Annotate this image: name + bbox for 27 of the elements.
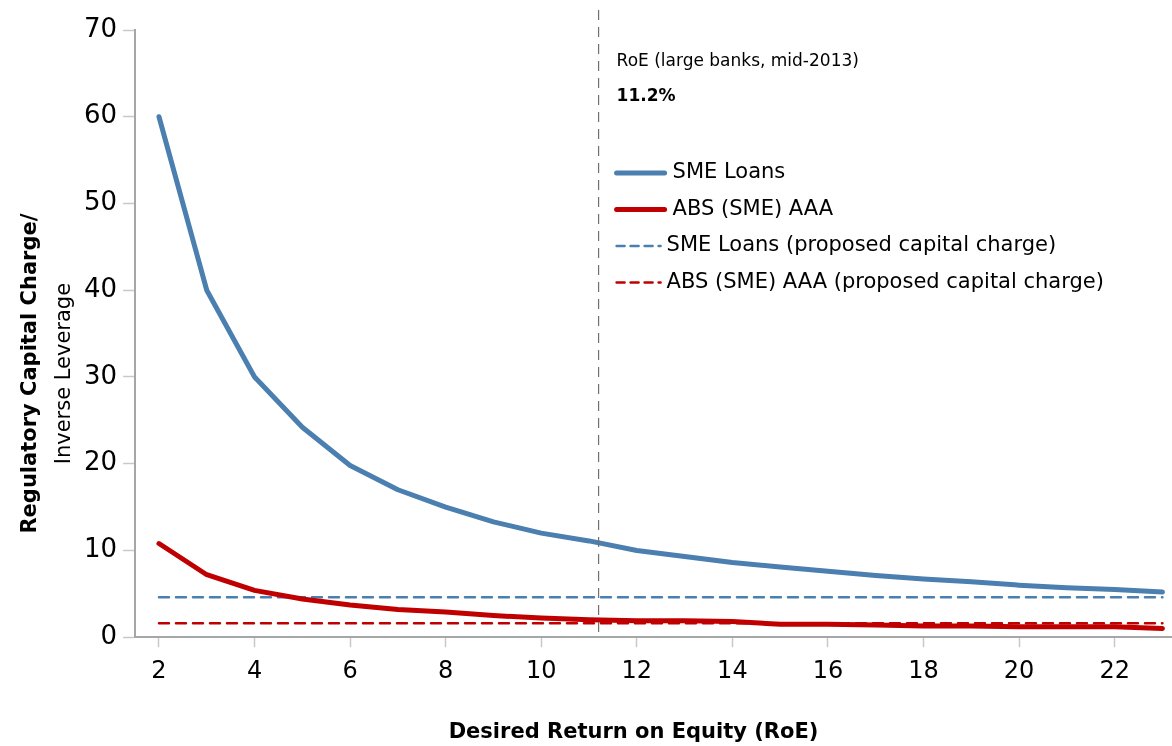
- x-tick-label: 6: [342, 655, 358, 684]
- legend-label: ABS (SME) AAA: [672, 195, 834, 220]
- y-tick-label: 10: [83, 533, 118, 564]
- legend-label: SME Loans (proposed capital charge): [666, 232, 1057, 257]
- y-tick-label: 70: [83, 12, 118, 43]
- annotation: 11.2%: [616, 85, 676, 105]
- x-tick-label: 10: [525, 655, 557, 684]
- x-tick-label: 18: [908, 655, 939, 684]
- x-tick-label: 2: [151, 655, 167, 684]
- x-tick-label: 4: [246, 655, 263, 684]
- y-tick-label: 60: [83, 99, 118, 130]
- x-tick-label: 22: [1099, 655, 1130, 684]
- y-tick-label: 30: [83, 359, 118, 390]
- x-tick-label: 12: [621, 655, 653, 684]
- y-tick-label: 0: [100, 619, 118, 650]
- x-tick-label: 14: [717, 655, 748, 684]
- y-tick-label: 20: [83, 446, 118, 477]
- x-axis-title: Desired Return on Equity (RoE): [448, 719, 819, 743]
- legend-label: SME Loans: [672, 159, 786, 184]
- y-tick-label: 50: [83, 186, 118, 217]
- legend-label: ABS (SME) AAA (proposed capital charge): [666, 268, 1104, 293]
- y-tick-label: 40: [83, 272, 118, 303]
- y-axis-title: Regulatory Capital Charge/Inverse Leverage: [17, 213, 75, 534]
- x-tick-label: 8: [438, 655, 454, 684]
- x-tick-label: 16: [812, 655, 844, 684]
- x-tick-label: 20: [1003, 655, 1035, 684]
- ref-line-label: RoE (large banks, mid-2013): [616, 50, 859, 70]
